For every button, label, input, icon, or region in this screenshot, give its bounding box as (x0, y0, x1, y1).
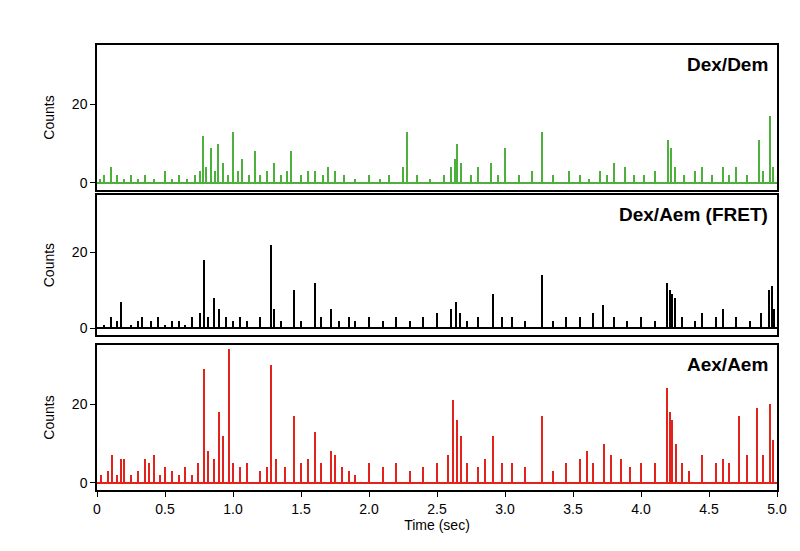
svg-text:20: 20 (72, 244, 88, 260)
svg-text:2.0: 2.0 (359, 501, 379, 517)
svg-text:20: 20 (72, 396, 88, 412)
svg-text:4.0: 4.0 (631, 501, 651, 517)
svg-text:0: 0 (80, 475, 88, 491)
svg-text:Counts: Counts (41, 243, 57, 287)
svg-text:0: 0 (80, 320, 88, 336)
svg-text:0: 0 (80, 175, 88, 191)
svg-text:0: 0 (93, 501, 101, 517)
svg-text:Time (sec): Time (sec) (404, 517, 470, 533)
svg-text:4.5: 4.5 (699, 501, 719, 517)
svg-text:5.0: 5.0 (767, 501, 787, 517)
svg-text:Counts: Counts (41, 95, 57, 139)
svg-text:3.0: 3.0 (495, 501, 515, 517)
svg-text:20: 20 (72, 96, 88, 112)
svg-text:1.5: 1.5 (291, 501, 311, 517)
svg-text:2.5: 2.5 (427, 501, 447, 517)
svg-text:Dex/Aem (FRET): Dex/Aem (FRET) (619, 204, 768, 225)
svg-text:Counts: Counts (41, 395, 57, 439)
svg-text:Aex/Aem: Aex/Aem (687, 354, 768, 375)
svg-text:3.5: 3.5 (563, 501, 583, 517)
svg-text:0.5: 0.5 (155, 501, 175, 517)
svg-text:Dex/Dem: Dex/Dem (687, 54, 768, 75)
svg-text:1.0: 1.0 (223, 501, 243, 517)
